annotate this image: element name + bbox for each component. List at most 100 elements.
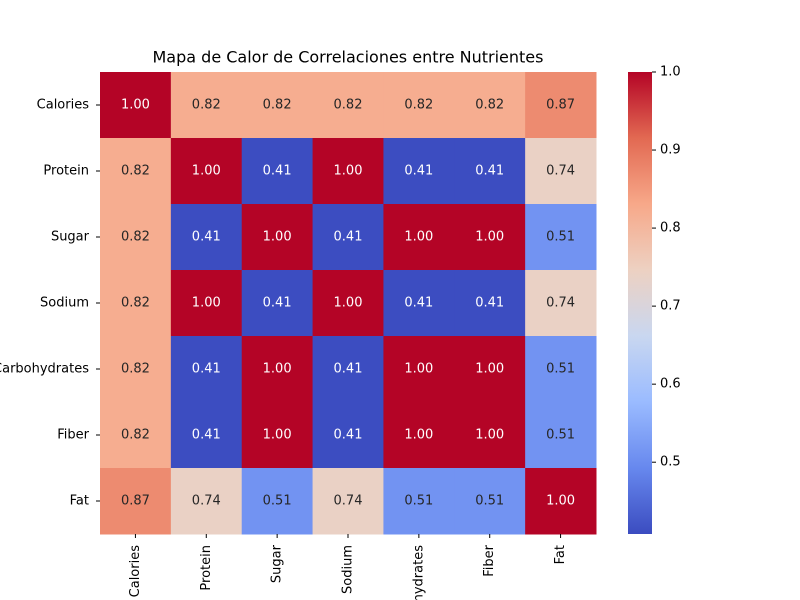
heatmap-cell: [383, 204, 455, 271]
heatmap-cell: [100, 72, 172, 139]
cell-label: 1.00: [404, 230, 433, 245]
cell-label: 1.00: [334, 164, 363, 179]
heatmap-cell: [100, 402, 172, 469]
cell-label: 0.74: [192, 494, 221, 509]
cell-label: 0.51: [546, 428, 575, 443]
cell-label: 1.00: [404, 428, 433, 443]
cell-label: 0.82: [121, 362, 150, 377]
heatmap-cell: [241, 336, 314, 403]
cell-label: 0.82: [121, 428, 150, 443]
heatmap-cell: [100, 468, 172, 535]
heatmap-cell: [241, 270, 314, 337]
heatmap-cell: [454, 468, 526, 535]
heatmap-cell: [454, 402, 526, 469]
heatmap-cell: [525, 336, 597, 403]
x-tick-label: Carbohydrates: [411, 545, 426, 600]
cell-label: 1.00: [263, 230, 292, 245]
heatmap-cell: [525, 468, 597, 535]
cell-label: 0.41: [192, 230, 221, 245]
cell-label: 0.82: [263, 98, 292, 113]
heatmap-cell: [312, 204, 384, 271]
heatmap-cell: [241, 468, 314, 535]
cell-label: 0.74: [546, 164, 575, 179]
heatmap-cell: [241, 72, 314, 139]
y-tick-label: Sugar: [51, 230, 90, 245]
colorbar-tick-label: 0.5: [660, 455, 681, 470]
cell-label: 1.00: [475, 362, 504, 377]
x-tick-label: Sodium: [341, 545, 356, 594]
cell-label: 0.41: [263, 164, 292, 179]
cell-label: 0.41: [404, 164, 433, 179]
x-tick-label: Calories: [128, 545, 143, 598]
heatmap-cell: [241, 138, 314, 205]
cell-label: 0.41: [263, 296, 292, 311]
cell-label: 1.00: [192, 164, 221, 179]
heatmap-cell: [525, 138, 597, 205]
heatmap-cell: [383, 270, 455, 337]
cell-label: 0.87: [121, 494, 150, 509]
cell-label: 0.51: [546, 230, 575, 245]
heatmap-cell: [383, 72, 455, 139]
heatmap-cell: [170, 72, 243, 139]
y-tick-label: Protein: [43, 164, 89, 179]
cell-label: 0.87: [546, 98, 575, 113]
colorbar-tick-label: 1.0: [660, 65, 681, 80]
heatmap-cell: [525, 72, 597, 139]
cell-label: 0.41: [334, 230, 363, 245]
colorbar-tick-label: 0.8: [660, 221, 681, 236]
cell-label: 1.00: [263, 362, 292, 377]
heatmap-cell: [312, 402, 384, 469]
cell-label: 0.82: [334, 98, 363, 113]
y-tick-label: Carbohydrates: [0, 362, 89, 377]
heatmap-cell: [170, 336, 243, 403]
heatmap-cell: [241, 204, 314, 271]
heatmap-cell: [170, 270, 243, 337]
heatmap-cell: [454, 204, 526, 271]
x-tick-label: Protein: [199, 545, 214, 591]
cell-label: 1.00: [475, 428, 504, 443]
cell-label: 1.00: [475, 230, 504, 245]
cell-label: 0.82: [121, 296, 150, 311]
heatmap-cell: [525, 402, 597, 469]
heatmap-cell: [454, 336, 526, 403]
heatmap-cell: [100, 336, 172, 403]
heatmap-cell: [454, 72, 526, 139]
heatmap-cell: [170, 402, 243, 469]
heatmap-cell: [100, 204, 172, 271]
heatmap-cell: [312, 72, 384, 139]
cell-label: 0.51: [475, 494, 504, 509]
cell-label: 0.51: [546, 362, 575, 377]
cell-label: 1.00: [263, 428, 292, 443]
cell-label: 0.41: [475, 296, 504, 311]
heatmap-cell: [312, 270, 384, 337]
x-tick-label: Fiber: [482, 544, 497, 576]
cell-label: 0.41: [192, 362, 221, 377]
cell-label: 0.41: [192, 428, 221, 443]
y-tick-label: Fiber: [57, 428, 89, 443]
heatmap-cell: [312, 336, 384, 403]
heatmap-cell: [383, 402, 455, 469]
cell-label: 0.82: [121, 164, 150, 179]
cell-label: 1.00: [404, 362, 433, 377]
heatmap-cell: [454, 138, 526, 205]
colorbar-tick-label: 0.6: [660, 377, 681, 392]
cell-label: 0.82: [192, 98, 221, 113]
heatmap-cell: [383, 468, 455, 535]
cell-label: 1.00: [546, 494, 575, 509]
cell-label: 0.41: [334, 428, 363, 443]
cell-label: 1.00: [334, 296, 363, 311]
heatmap-cell: [312, 468, 384, 535]
chart-title: Mapa de Calor de Correlaciones entre Nut…: [153, 48, 544, 67]
cell-label: 0.74: [546, 296, 575, 311]
heatmap-cell: [525, 270, 597, 337]
heatmap-cell: [100, 138, 172, 205]
cell-label: 0.41: [475, 164, 504, 179]
cell-label: 0.41: [404, 296, 433, 311]
heatmap-cell: [170, 204, 243, 271]
cell-label: 0.82: [475, 98, 504, 113]
y-tick-label: Calories: [37, 98, 90, 113]
cell-label: 1.00: [192, 296, 221, 311]
y-tick-label: Fat: [70, 494, 89, 509]
